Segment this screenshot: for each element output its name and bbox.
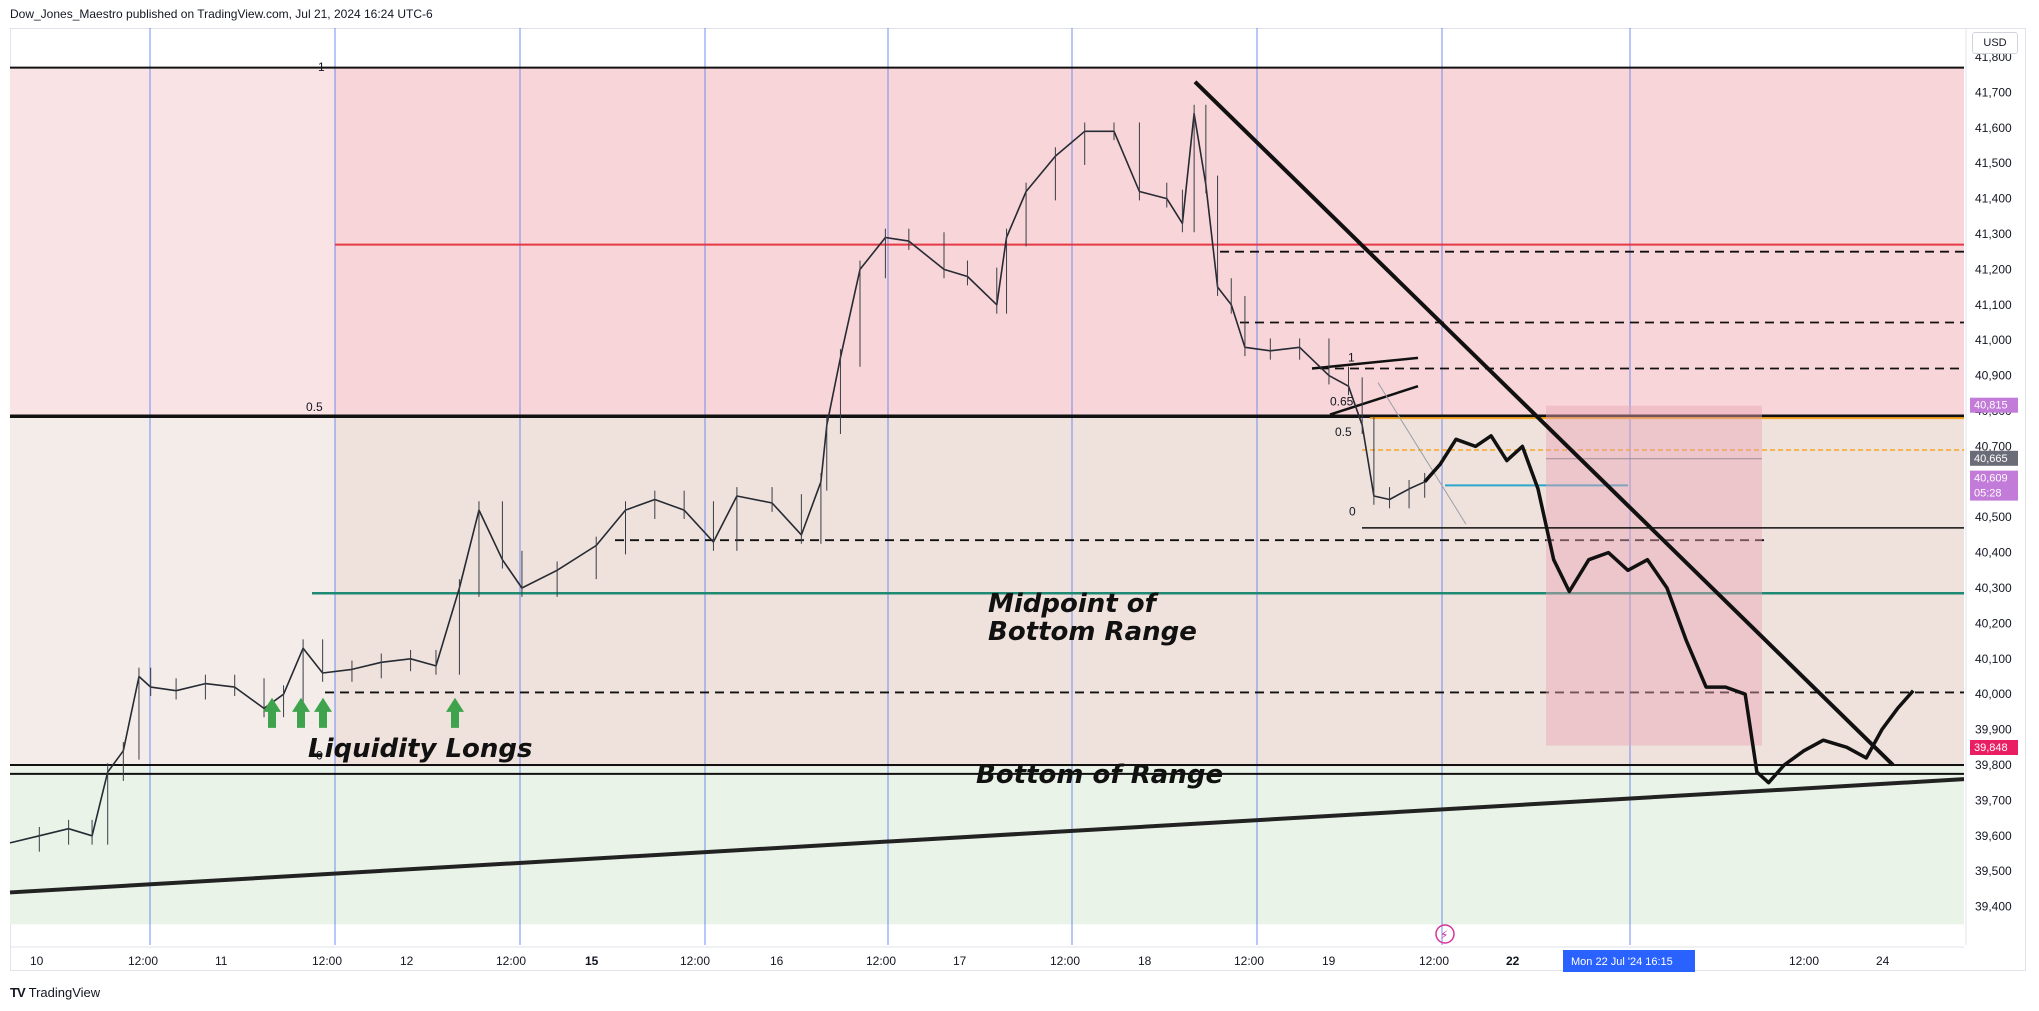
price-badge-countdown: 05:28	[1974, 488, 2002, 500]
y-tick-label: 40,300	[1975, 581, 2012, 595]
price-badge-value: 40,609	[1974, 473, 2008, 485]
price-badge	[1970, 470, 2018, 501]
x-tick-label: 12:00	[680, 954, 710, 968]
y-tick-label: 39,900	[1975, 723, 2012, 737]
x-tick-label: 18	[1138, 954, 1152, 968]
tradingview-logo-icon: TV	[10, 985, 26, 1000]
y-tick-label: 41,600	[1975, 121, 2012, 135]
price-badge-value: 39,848	[1974, 742, 2008, 754]
y-tick-label: 40,100	[1975, 652, 2012, 666]
x-tick-label: 17	[953, 954, 967, 968]
y-tick-label: 40,400	[1975, 546, 2012, 560]
x-tick-label: 12:00	[1419, 954, 1449, 968]
price-badge	[1970, 740, 2018, 756]
x-tick-label: 12:00	[1050, 954, 1080, 968]
x-tick-label: 16	[770, 954, 784, 968]
y-tick-label: 41,500	[1975, 156, 2012, 170]
projection-path	[1423, 434, 1915, 785]
y-tick-label: 41,300	[1975, 227, 2012, 241]
x-tick-label: 12:00	[866, 954, 896, 968]
fib-diagonal	[1377, 382, 1467, 525]
annotation-bottom-of-range: Bottom of Range	[976, 760, 1223, 790]
x-tick-label: 12:00	[496, 954, 526, 968]
y-tick-label: 39,700	[1975, 793, 2012, 807]
x-tick-label: 15	[585, 954, 599, 968]
y-tick-label: 40,200	[1975, 616, 2012, 630]
x-tick-label: 24	[1876, 954, 1890, 968]
x-tick-label: 12	[400, 954, 414, 968]
channel-line-bottom	[1329, 385, 1419, 416]
brand-name: TradingView	[28, 985, 101, 1000]
zone-premium	[10, 67, 1964, 417]
channel-line-top	[1311, 356, 1419, 370]
zone-range	[10, 416, 1964, 767]
falling-trendline	[1193, 80, 1895, 767]
liquidity-arrow-icon	[314, 697, 332, 728]
x-tick-label: 12:00	[1234, 954, 1264, 968]
y-tick-label: 39,500	[1975, 864, 2012, 878]
range-fib-label: 1	[318, 60, 325, 74]
liquidity-arrow-icon	[446, 697, 464, 728]
y-tick-label: 40,500	[1975, 510, 2012, 524]
annotation-midpoint: Midpoint of	[988, 589, 1160, 619]
x-tick-label: 12:00	[128, 954, 158, 968]
y-tick-label: 41,400	[1975, 192, 2012, 206]
zone-discount	[10, 766, 1964, 925]
publisher-caption: Dow_Jones_Maestro published on TradingVi…	[10, 7, 433, 21]
fib-label: 1	[1348, 350, 1355, 364]
tradingview-brand[interactable]: TV TradingView	[10, 985, 100, 1000]
lightning-event-icon: ⚡	[1440, 928, 1448, 942]
rising-trendline	[9, 777, 1965, 895]
y-tick-label: 39,800	[1975, 758, 2012, 772]
fib-label: 0	[1349, 504, 1356, 518]
price-badge-value: 40,665	[1974, 453, 2008, 465]
price-badge	[1970, 397, 2018, 413]
price-badge-value: 40,815	[1974, 400, 2008, 412]
y-tick-label: 40,900	[1975, 369, 2012, 383]
y-tick-label: 40,700	[1975, 439, 2012, 453]
x-tick-label: 12:00	[1789, 954, 1819, 968]
y-tick-label: 39,400	[1975, 900, 2012, 914]
time-cursor-label: Mon 22 Jul '24 16:15	[1571, 956, 1673, 968]
time-cursor-badge	[1563, 950, 1695, 972]
y-tick-label: 41,100	[1975, 298, 2012, 312]
currency-selector[interactable]: USD	[1972, 32, 2018, 54]
range-fib-label: 0.5	[306, 400, 323, 414]
annotation-midpoint: Bottom Range	[988, 617, 1197, 647]
y-tick-label: 40,000	[1975, 687, 2012, 701]
x-tick-label: 10	[30, 954, 44, 968]
fib-label: 0.5	[1335, 425, 1352, 439]
annotation-liquidity-longs: Liquidity Longs	[308, 734, 533, 764]
y-tick-label: 41,700	[1975, 85, 2012, 99]
fib-label: 0.65	[1330, 395, 1354, 409]
y-tick-label: 41,200	[1975, 262, 2012, 276]
x-tick-label: 22	[1506, 954, 1520, 968]
liquidity-arrow-icon	[263, 697, 281, 728]
x-tick-label: 19	[1322, 954, 1336, 968]
liquidity-arrow-icon	[292, 697, 310, 728]
lightning-event-icon	[1435, 924, 1455, 944]
y-tick-label: 41,000	[1975, 333, 2012, 347]
y-tick-label: 39,600	[1975, 829, 2012, 843]
price-badge	[1970, 450, 2018, 466]
x-tick-label: 11	[215, 954, 228, 968]
x-tick-label: 12:00	[312, 954, 342, 968]
range-fib-label: 0	[316, 749, 323, 763]
